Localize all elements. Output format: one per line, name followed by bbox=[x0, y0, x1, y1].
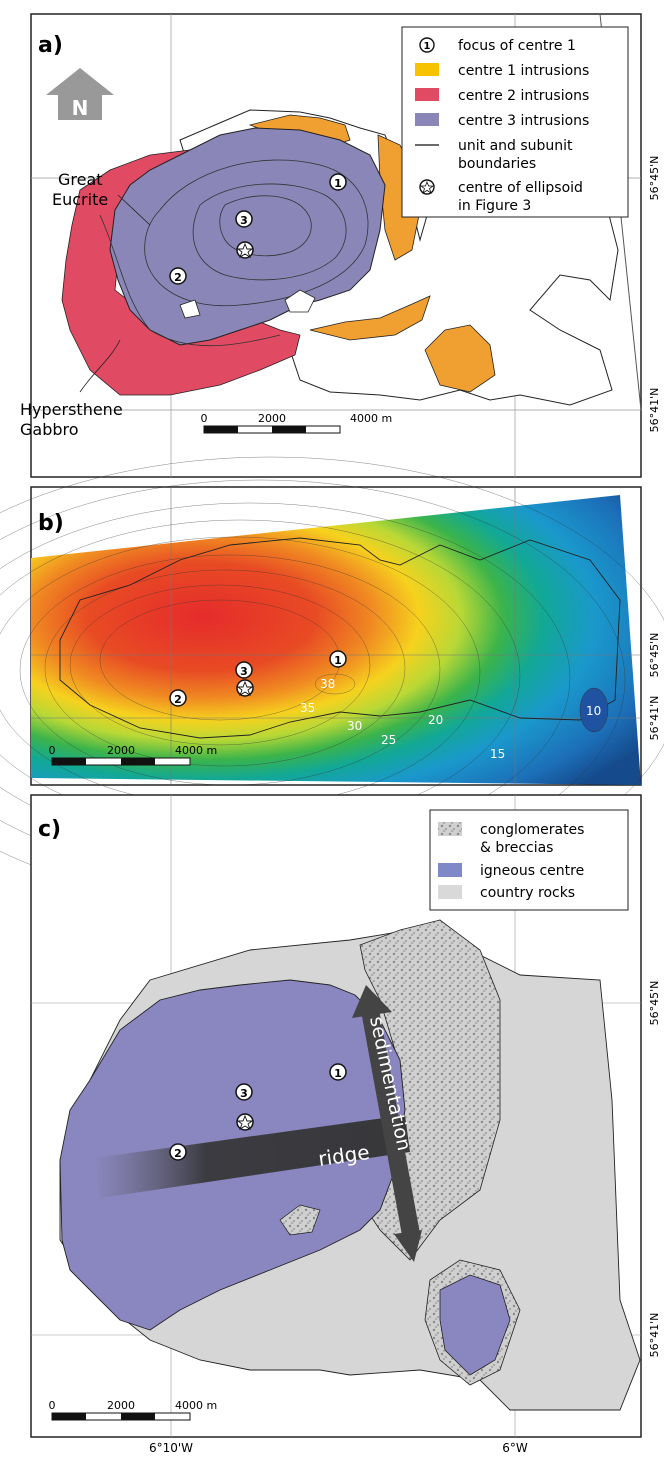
scale-bar-b: 0 2000 4000 m bbox=[49, 744, 217, 766]
lat-label-b-bottom: 56°41'N bbox=[648, 696, 661, 741]
contour-label-10: 10 bbox=[586, 704, 601, 718]
legend-c-item-3: country rocks bbox=[480, 885, 575, 901]
ellipsoid-centre-star-icon-c bbox=[236, 1113, 254, 1131]
centre-1-marker-c: 1 bbox=[329, 1063, 347, 1081]
north-arrow-label: N bbox=[72, 96, 89, 120]
centre-2-marker-c: 2 bbox=[169, 1143, 187, 1161]
svg-text:2: 2 bbox=[174, 1147, 182, 1160]
contour-label-25: 25 bbox=[381, 733, 396, 747]
scale-bar-c: 0 2000 4000 m bbox=[49, 1399, 217, 1421]
scale-bar-a: 0 2000 4000 m bbox=[201, 412, 392, 434]
svg-text:1: 1 bbox=[334, 1067, 342, 1080]
panel-c-label: c) bbox=[38, 817, 61, 842]
centre-1-marker: 1 bbox=[329, 173, 347, 191]
panel-c: ridge sedimentation c) 1 3 2 bbox=[30, 794, 661, 1438]
legend-a-item-3: centre 2 intrusions bbox=[458, 88, 589, 104]
panel-a-label: a) bbox=[38, 33, 63, 58]
svg-text:2: 2 bbox=[174, 693, 182, 706]
panel-b-label: b) bbox=[38, 511, 64, 536]
contour-label-15: 15 bbox=[490, 747, 505, 761]
svg-text:4000 m: 4000 m bbox=[350, 412, 392, 425]
contour-label-20: 20 bbox=[428, 713, 443, 727]
svg-text:2: 2 bbox=[174, 271, 182, 284]
svg-text:3: 3 bbox=[240, 214, 248, 227]
legend-a: 1 focus of centre 1 centre 1 intrusions … bbox=[401, 26, 629, 218]
contour-label-38: 38 bbox=[320, 677, 335, 691]
svg-text:2000: 2000 bbox=[107, 744, 135, 757]
great-eucrite-label: Great Eucrite bbox=[52, 170, 108, 209]
svg-text:3: 3 bbox=[240, 1087, 248, 1100]
svg-text:0: 0 bbox=[49, 744, 56, 757]
svg-text:3: 3 bbox=[240, 665, 248, 678]
lon-label-east: 6°W bbox=[502, 1441, 528, 1455]
svg-text:1: 1 bbox=[334, 654, 342, 667]
panel-b: b) 1 3 2 38 35 30 25 20 15 10 bbox=[0, 456, 664, 908]
legend-c-item-2: igneous centre bbox=[480, 863, 584, 879]
centre-3-marker-c: 3 bbox=[235, 1083, 253, 1101]
contour-label-35: 35 bbox=[300, 701, 315, 715]
legend-a-item-5: unit and subunit boundaries bbox=[458, 138, 577, 172]
centre-2-marker: 2 bbox=[169, 267, 187, 285]
ellipsoid-centre-star-icon-b bbox=[236, 679, 254, 697]
centre-1-marker-b: 1 bbox=[329, 650, 347, 668]
legend-a-item-2: centre 1 intrusions bbox=[458, 63, 589, 79]
legend-a-item-4: centre 3 intrusions bbox=[458, 113, 589, 129]
contour-label-30: 30 bbox=[347, 719, 362, 733]
svg-text:4000 m: 4000 m bbox=[175, 744, 217, 757]
lat-label-c-top: 56°45'N bbox=[648, 981, 661, 1026]
centre-2-marker-b: 2 bbox=[169, 689, 187, 707]
lon-label-west: 6°10'W bbox=[149, 1441, 193, 1455]
svg-text:0: 0 bbox=[49, 1399, 56, 1412]
lat-label-a-bottom: 56°41'N bbox=[648, 388, 661, 433]
north-arrow-icon: N bbox=[46, 68, 114, 120]
svg-text:4000 m: 4000 m bbox=[175, 1399, 217, 1412]
legend-a-item-6: centre of ellipsoid in Figure 3 bbox=[458, 180, 587, 214]
legend-c: conglomerates & breccias igneous centre … bbox=[429, 809, 629, 911]
svg-text:2000: 2000 bbox=[107, 1399, 135, 1412]
legend-c-item-1: conglomerates & breccias bbox=[480, 822, 589, 856]
hypersthene-gabbro-label: Hypersthene Gabbro bbox=[20, 400, 128, 439]
svg-text:1: 1 bbox=[334, 177, 342, 190]
svg-text:1: 1 bbox=[424, 41, 431, 52]
lat-label-c-bottom: 56°41'N bbox=[648, 1313, 661, 1358]
svg-text:2000: 2000 bbox=[258, 412, 286, 425]
lat-label-b-top: 56°45'N bbox=[648, 633, 661, 678]
ellipsoid-centre-star-icon bbox=[236, 241, 254, 259]
lat-label-a-top: 56°45'N bbox=[648, 156, 661, 201]
centre-3-marker: 3 bbox=[235, 210, 253, 228]
svg-text:0: 0 bbox=[201, 412, 208, 425]
panel-a: a) N Great Eucrite Hypersthene Gabbro 1 … bbox=[20, 13, 661, 478]
legend-a-item-1: focus of centre 1 bbox=[458, 38, 576, 54]
centre-3-marker-b: 3 bbox=[235, 661, 253, 679]
